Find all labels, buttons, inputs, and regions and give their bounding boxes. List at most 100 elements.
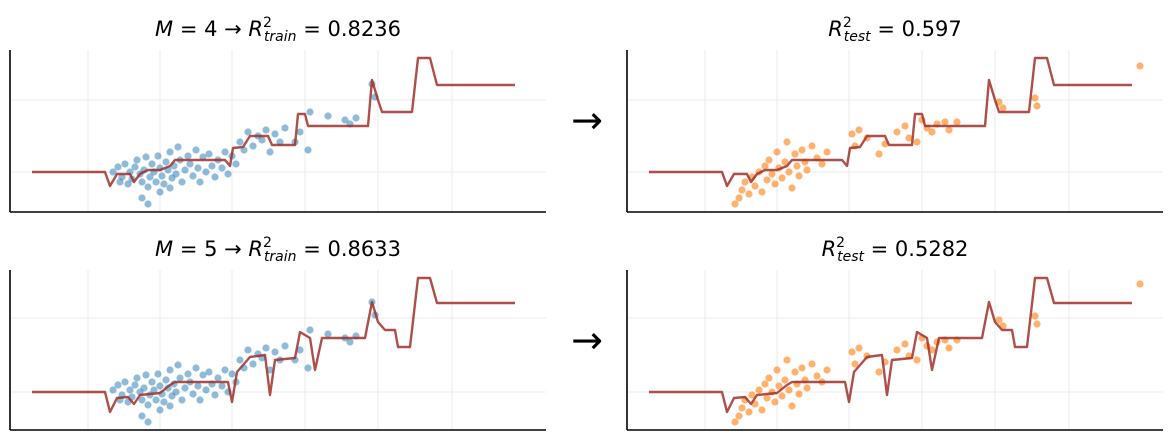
point [346, 338, 354, 346]
point [748, 391, 756, 399]
point [189, 390, 197, 398]
point [785, 386, 793, 394]
point [205, 150, 213, 158]
point [341, 116, 349, 124]
point [751, 182, 759, 190]
fit-line [649, 56, 1132, 188]
point [146, 173, 154, 181]
point [901, 122, 909, 130]
point [823, 366, 831, 374]
title-part: 2 [836, 235, 845, 251]
point [140, 384, 148, 392]
title-part: R [828, 17, 843, 41]
point [761, 380, 769, 388]
point [205, 368, 213, 376]
point [186, 160, 194, 168]
point [152, 178, 160, 186]
arrow: → [571, 98, 603, 142]
point [304, 364, 312, 372]
point [1136, 62, 1144, 70]
point [1136, 280, 1144, 288]
point [221, 148, 229, 156]
point [144, 401, 152, 409]
point [142, 153, 150, 161]
point [738, 404, 746, 412]
point [276, 138, 284, 146]
point [211, 173, 219, 181]
title-part: test [844, 29, 871, 45]
point [166, 148, 174, 156]
point [138, 178, 146, 186]
point [781, 158, 789, 166]
point [172, 388, 180, 396]
point [758, 188, 766, 196]
point [236, 138, 244, 146]
point [154, 370, 162, 378]
point [848, 348, 856, 356]
point [156, 382, 164, 390]
point [126, 386, 134, 394]
point [178, 396, 186, 404]
point [735, 194, 743, 202]
title-part: = 0.8236 [297, 17, 401, 41]
point [202, 386, 210, 394]
point [738, 186, 746, 194]
title-part: M [155, 237, 173, 261]
point [1033, 102, 1041, 110]
point [999, 104, 1007, 112]
title-part: M [155, 17, 173, 41]
point [232, 160, 240, 168]
point [218, 382, 226, 390]
point [761, 162, 769, 170]
point [178, 178, 186, 186]
point [795, 172, 803, 180]
point [138, 396, 146, 404]
point [176, 374, 184, 382]
point [788, 402, 796, 410]
point [945, 126, 953, 134]
fit-line [32, 56, 515, 188]
point [296, 346, 304, 354]
point [271, 348, 279, 356]
point [138, 412, 146, 420]
point [172, 170, 180, 178]
point [905, 134, 913, 142]
point [133, 156, 141, 164]
point [181, 166, 189, 174]
point [150, 386, 158, 394]
point [893, 346, 901, 354]
point [196, 396, 204, 404]
point [763, 176, 771, 184]
point [731, 418, 739, 426]
point [249, 142, 257, 150]
point [855, 344, 863, 352]
point [875, 368, 883, 376]
panel-title: R2 test = 0.597 [828, 15, 961, 45]
point [745, 190, 753, 198]
title-part: = 4 → [173, 17, 248, 41]
point [741, 178, 749, 186]
point [114, 163, 122, 171]
point [788, 184, 796, 192]
point [138, 194, 146, 202]
point [803, 384, 811, 392]
point [174, 361, 182, 369]
point [745, 408, 753, 416]
title-part: train [264, 249, 297, 265]
point [160, 180, 168, 188]
title-part: 2 [263, 235, 272, 251]
point [795, 390, 803, 398]
point [133, 374, 141, 382]
point [324, 330, 332, 338]
point [249, 360, 257, 368]
point [208, 162, 216, 170]
point [783, 356, 791, 364]
point [131, 381, 139, 389]
point [156, 406, 164, 414]
point [765, 156, 773, 164]
point [109, 168, 117, 176]
title-part: R [248, 237, 263, 261]
title-part: test [837, 249, 864, 265]
point [148, 378, 156, 386]
